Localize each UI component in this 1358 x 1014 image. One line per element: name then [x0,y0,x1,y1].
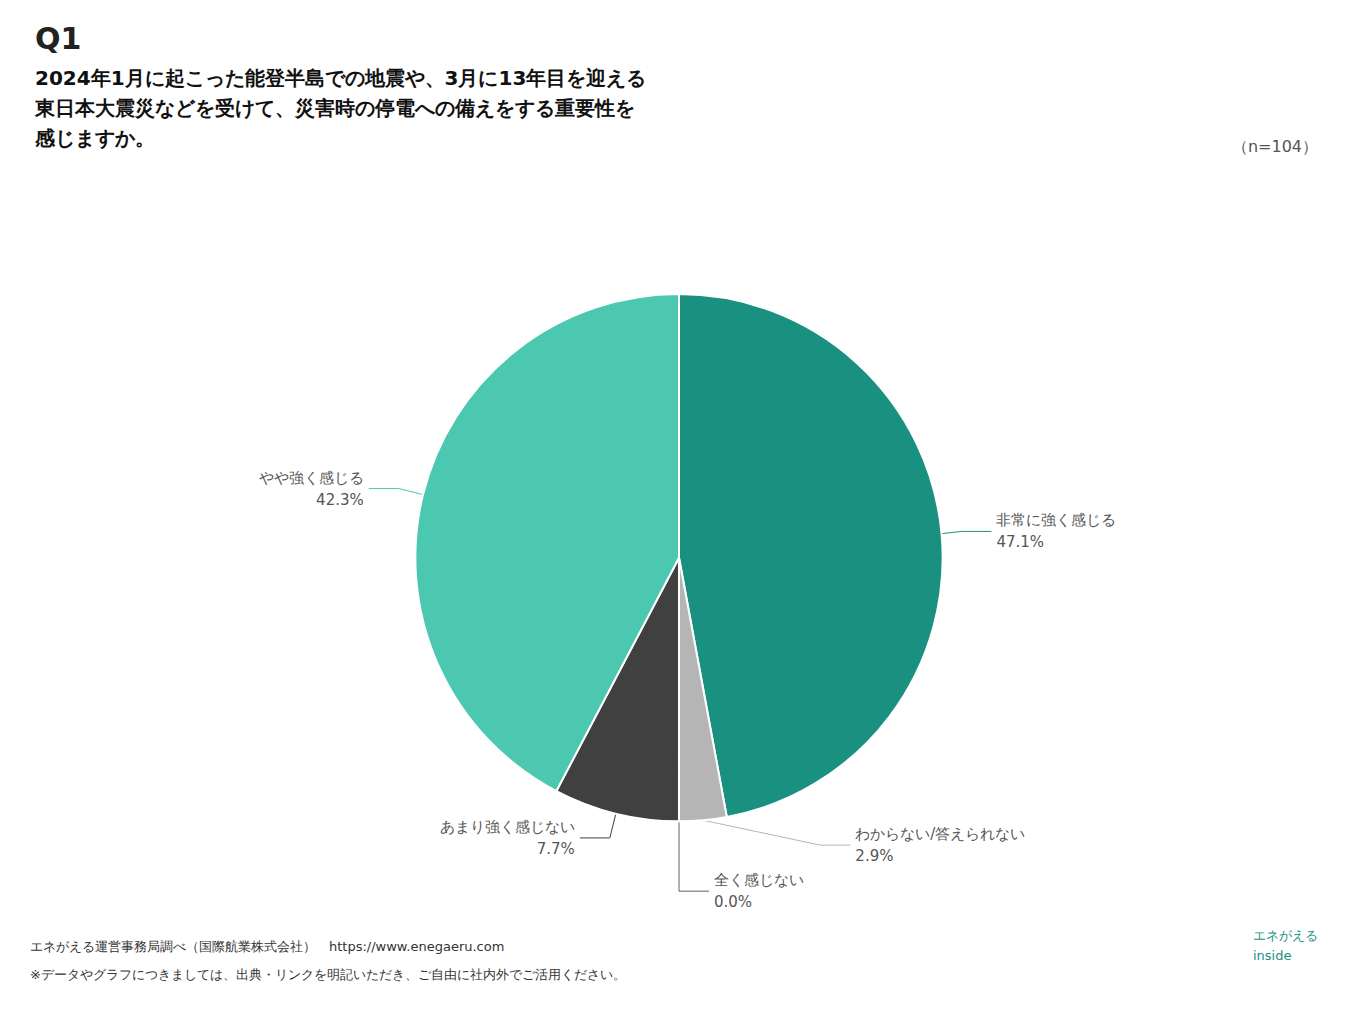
svg-text:inside: inside [1253,948,1292,963]
svg-text:全く感じない: 全く感じない [714,871,804,889]
svg-text:（n=104）: （n=104） [1232,137,1318,156]
svg-text:非常に強く感じる: 非常に強く感じる [996,511,1116,529]
svg-text:Q1: Q1 [35,21,81,56]
svg-text:47.1%: 47.1% [996,533,1044,551]
svg-text:やや強く感じる: やや強く感じる [259,469,364,487]
svg-text:エネがえる: エネがえる [1253,928,1318,943]
svg-text:2024年1月に起こった能登半島での地震や、3月に13年目を: 2024年1月に起こった能登半島での地震や、3月に13年目を迎える [35,66,646,90]
svg-text:あまり強く感じない: あまり強く感じない [440,818,575,836]
svg-text:※データやグラフにつきましては、出典・リンクを明記いただき、: ※データやグラフにつきましては、出典・リンクを明記いただき、ご自由に社内外でご活… [30,967,626,982]
svg-text:2.9%: 2.9% [855,847,893,865]
svg-text:わからない/答えられない: わからない/答えられない [855,825,1025,843]
svg-text:エネがえる運営事務局調べ（国際航業株式会社） https:/: エネがえる運営事務局調べ（国際航業株式会社） https://www.enega… [30,939,504,954]
svg-text:42.3%: 42.3% [316,491,364,509]
svg-text:東日本大震災などを受けて、災害時の停電への備えをする重要性を: 東日本大震災などを受けて、災害時の停電への備えをする重要性を [34,96,635,120]
svg-text:0.0%: 0.0% [714,893,752,911]
svg-text:7.7%: 7.7% [537,840,575,858]
svg-text:感じますか。: 感じますか。 [34,126,155,150]
